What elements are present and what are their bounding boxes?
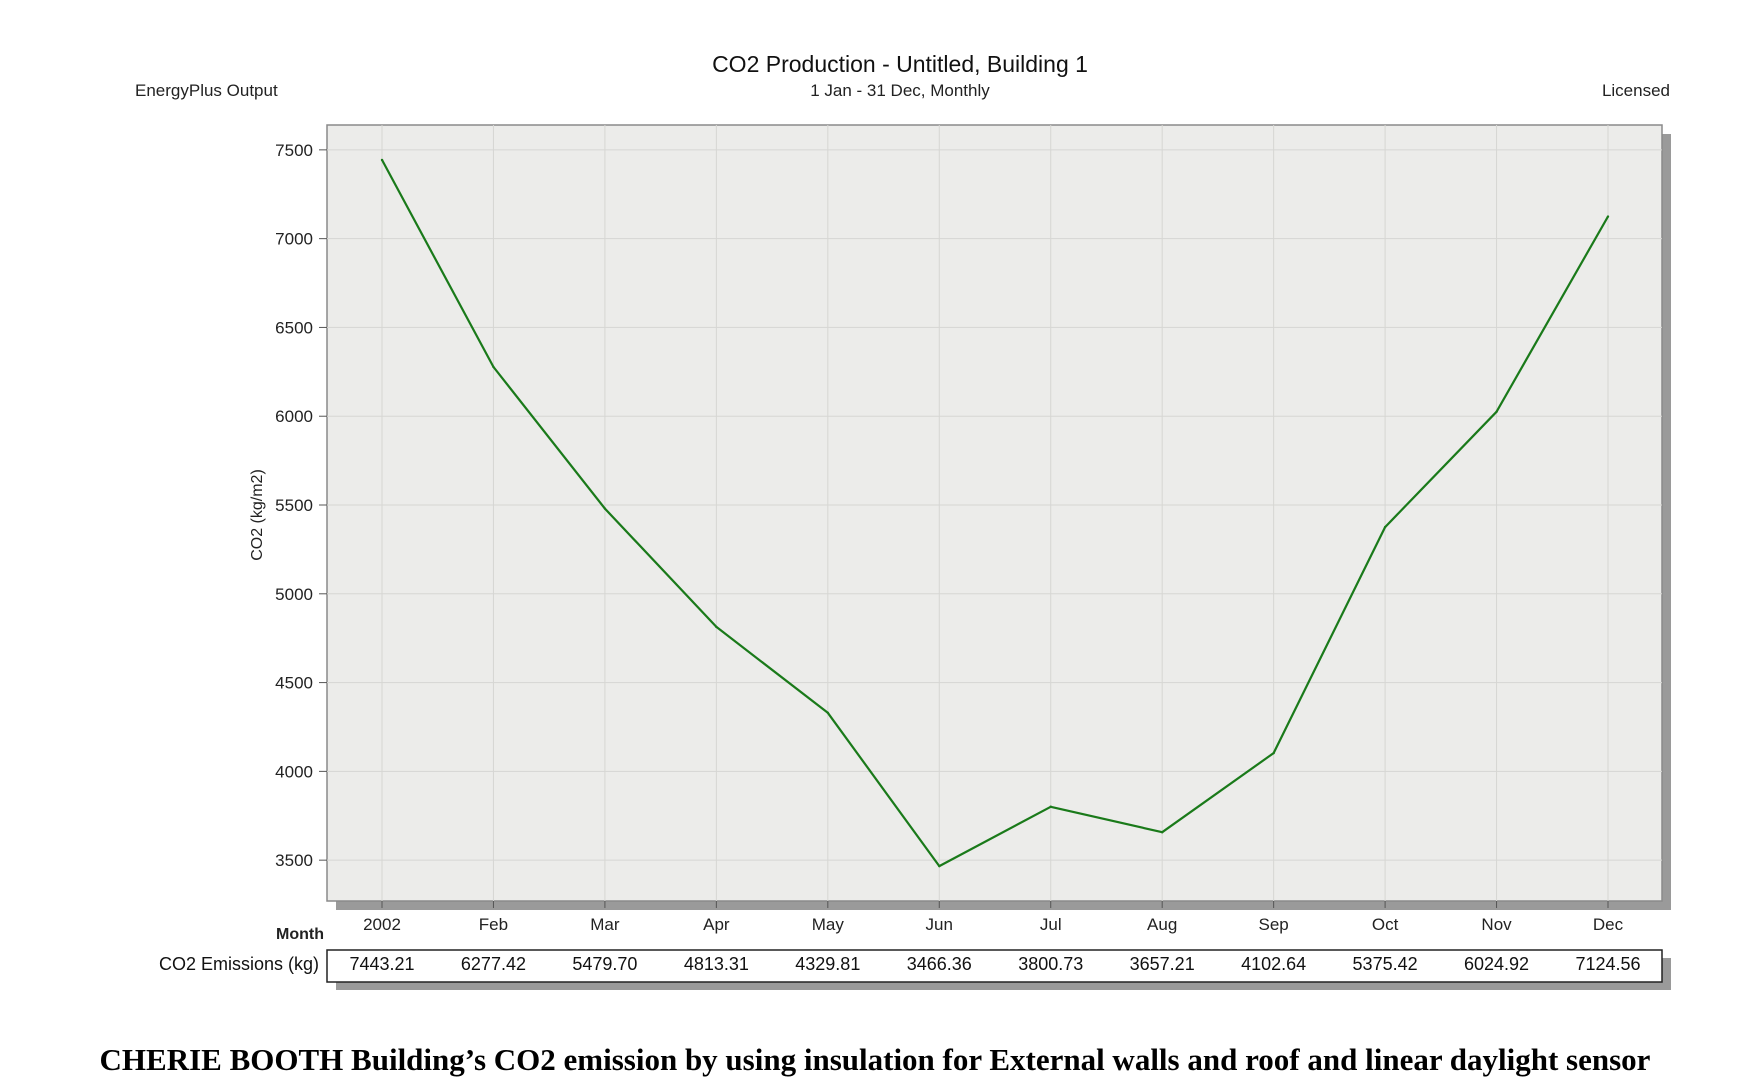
data-point [715, 625, 718, 629]
table-cell-value: 7443.21 [349, 954, 414, 974]
series-layer [380, 158, 1610, 868]
y-tick-label: 4500 [275, 674, 313, 693]
x-axis-ticks: 2002 Feb Mar Apr May Jun Jul Aug Sep Oct Nov Dec [363, 901, 1624, 934]
data-point [1495, 410, 1498, 413]
y-tick-label: 4000 [275, 762, 313, 781]
plot-area [326, 124, 1663, 902]
table-cell-value: 3466.36 [907, 954, 972, 974]
table-cell-value: 6277.42 [461, 954, 526, 974]
x-tick-label: Jul [1040, 915, 1062, 934]
x-tick-label: Apr [703, 915, 730, 934]
series-line-co2-emissions [381, 159, 1609, 868]
table-cell-value: 6024.92 [1464, 954, 1529, 974]
chart-title: CO2 Production - Untitled, Building 1 [712, 51, 1088, 77]
grid-lines [327, 125, 1662, 901]
data-table [326, 949, 1663, 983]
data-point [1272, 751, 1275, 755]
data-point [603, 507, 607, 510]
data-point [1160, 831, 1164, 834]
y-tick-label: 6000 [275, 407, 313, 426]
x-tick-label: Dec [1593, 915, 1624, 934]
data-point [1049, 805, 1052, 808]
figure-caption: CHERIE BOOTH Building’s CO2 emission by … [99, 1042, 1651, 1077]
licensed-label: Licensed [1602, 81, 1670, 100]
y-tick-label: 6500 [275, 318, 313, 337]
data-point [492, 365, 495, 369]
x-tick-label: 2002 [363, 915, 401, 934]
x-tick-label: Mar [590, 915, 620, 934]
data-point [938, 864, 941, 868]
data-point [826, 711, 830, 715]
table-cell-value: 5479.70 [572, 954, 637, 974]
table-row-label: CO2 Emissions (kg) [159, 954, 319, 974]
x-axis-label: Month [276, 926, 324, 943]
table-cell-value: 4102.64 [1241, 954, 1306, 974]
data-point [380, 158, 384, 162]
table-cell-value: 3800.73 [1018, 954, 1083, 974]
data-point [1383, 525, 1387, 529]
x-tick-label: Oct [1372, 915, 1399, 934]
y-tick-label: 5500 [275, 496, 313, 515]
x-tick-label: Sep [1259, 915, 1289, 934]
y-tick-label: 7500 [275, 141, 313, 160]
energyplus-output-label: EnergyPlus Output [135, 81, 278, 100]
x-tick-label: Jun [926, 915, 953, 934]
y-tick-label: 7000 [275, 230, 313, 249]
y-tick-label: 3500 [275, 851, 313, 870]
data-table-cells: 7443.21 6277.42 5479.70 4813.31 4329.81 3466.… [349, 954, 1640, 974]
data-point [1606, 215, 1610, 218]
x-tick-label: Nov [1481, 915, 1512, 934]
y-axis-label: CO2 (kg/m2) [249, 469, 266, 561]
table-cell-value: 5375.42 [1353, 954, 1418, 974]
table-cell-value: 7124.56 [1575, 954, 1640, 974]
chart-subtitle: 1 Jan - 31 Dec, Monthly [810, 81, 990, 100]
y-axis-ticks: 3500 4000 4500 5000 5500 6000 6500 7000 7500 [275, 141, 327, 870]
x-tick-label: Feb [479, 915, 508, 934]
x-tick-label: May [812, 915, 845, 934]
y-tick-label: 5000 [275, 585, 313, 604]
table-cell-value: 4813.31 [684, 954, 749, 974]
table-cell-value: 4329.81 [795, 954, 860, 974]
table-cell-value: 3657.21 [1130, 954, 1195, 974]
x-tick-label: Aug [1147, 915, 1177, 934]
